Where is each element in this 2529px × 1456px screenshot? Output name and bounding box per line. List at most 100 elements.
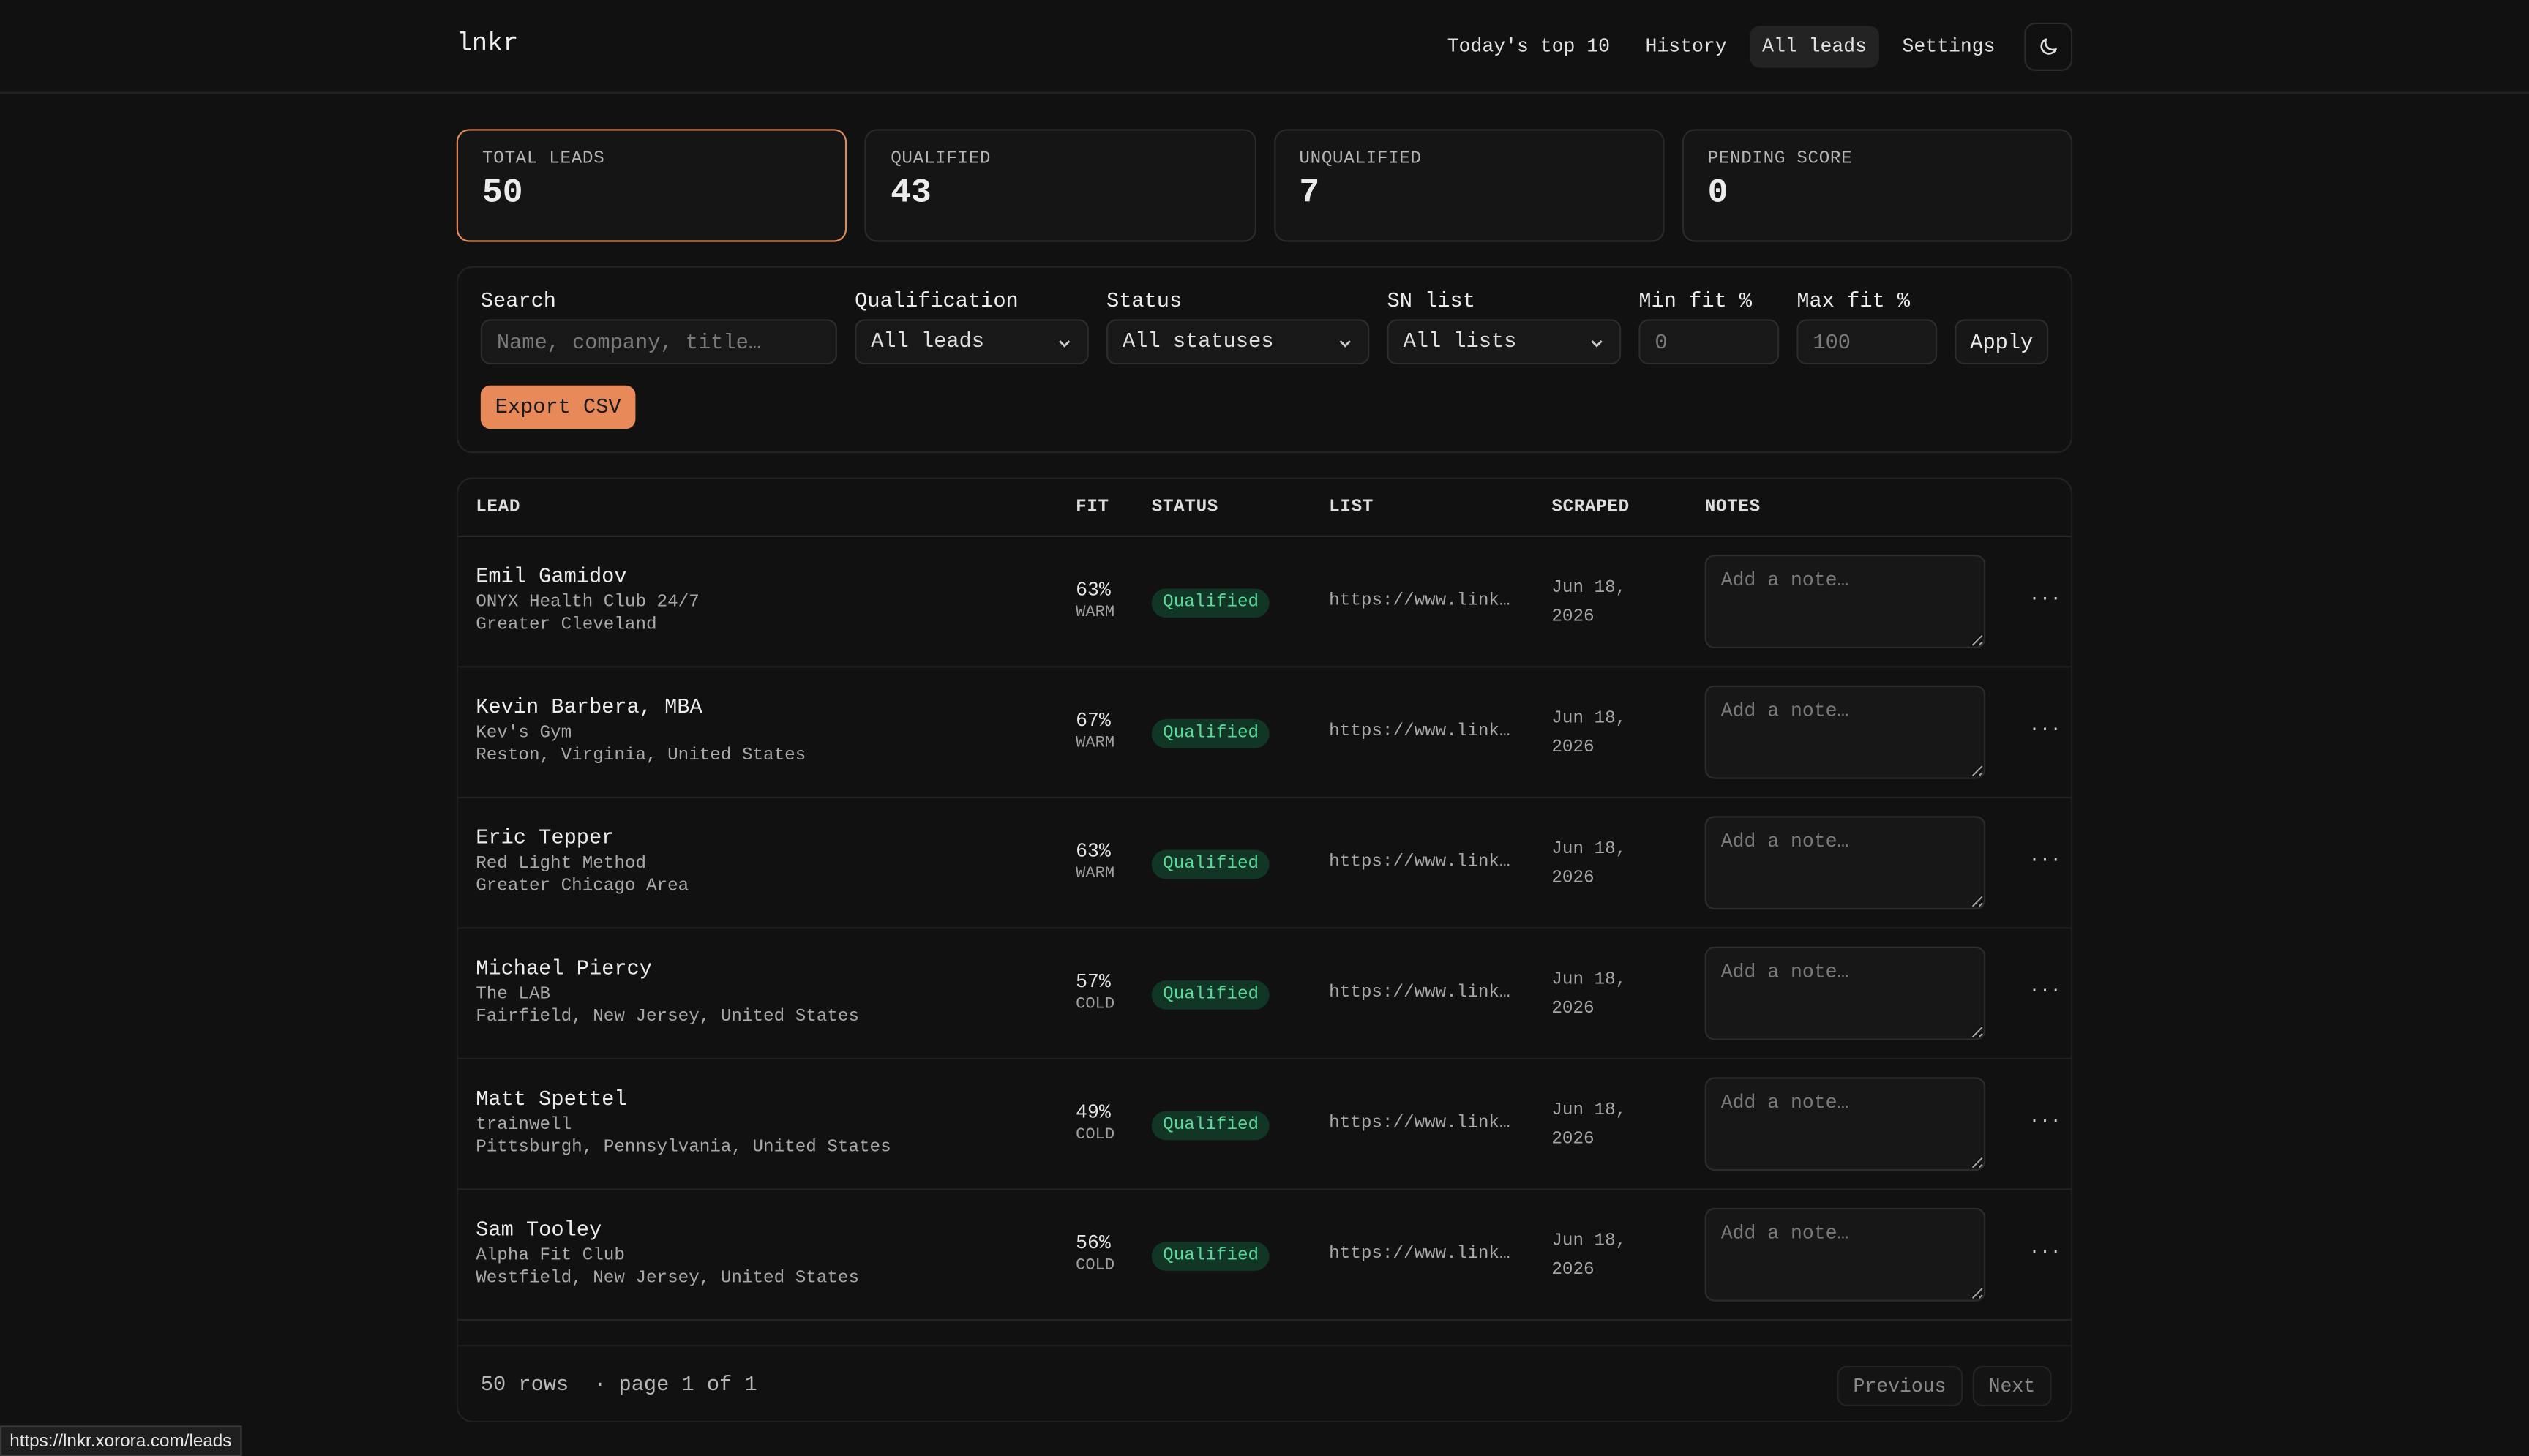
stat-card[interactable]: UNQUALIFIED 7 — [1273, 129, 1665, 242]
table-header: LEAD FIT STATUS LIST SCRAPED NOTES — [457, 479, 2072, 537]
qualification-select[interactable]: All leads — [855, 319, 1089, 365]
lead-location: Reston, Virginia, United States — [476, 746, 806, 766]
moon-icon — [2040, 38, 2057, 55]
stat-card[interactable]: PENDING SCORE 0 — [1682, 129, 2073, 242]
list-link[interactable]: https://www.link… — [1329, 722, 1510, 742]
next-button[interactable]: Next — [1972, 1365, 2052, 1406]
scraped-date: Jun 18, 2026 — [1551, 970, 1627, 1019]
lead-company: Red Light Method — [476, 855, 647, 874]
lead-name[interactable]: Kevin Barbera, MBA — [476, 694, 702, 720]
list-link[interactable]: https://www.link… — [1329, 852, 1510, 873]
lead-row: Eric Tepper Red Light Method Greater Chica… — [457, 798, 2072, 929]
search-input[interactable] — [480, 319, 837, 365]
lead-cell: Eric Tepper Red Light Method Greater Chica… — [476, 825, 689, 896]
note-input[interactable] — [1704, 1077, 1986, 1171]
row-menu[interactable]: ··· — [2028, 1112, 2061, 1133]
fit-cell: 63% WARM — [1076, 840, 1114, 884]
stat-card[interactable]: TOTAL LEADS 50 — [456, 129, 847, 242]
note-input[interactable] — [1704, 685, 1986, 779]
stat-value: 0 — [1707, 176, 1728, 213]
lead-row: Kevin Barbera, MBA Kev's Gym Reston, Virgi… — [457, 667, 2072, 799]
status-badge: Qualified — [1151, 849, 1270, 879]
scraped-date: Jun 18, 2026 — [1551, 1101, 1627, 1150]
lead-company: ONYX Health Club 24/7 — [476, 593, 700, 613]
label: Min fit % — [1638, 288, 1753, 313]
lead-cell: Sam Tooley Alpha Fit Club Westfield, New J… — [476, 1217, 859, 1288]
stat-label: TOTAL LEADS — [482, 149, 605, 170]
scraped-date: Jun 18, 2026 — [1551, 579, 1627, 628]
fit-cell: 67% WARM — [1076, 710, 1114, 754]
scraped-date: Jun 18, 2026 — [1551, 709, 1627, 758]
row-menu[interactable]: ··· — [2028, 721, 2061, 740]
list-link[interactable]: https://www.link… — [1329, 591, 1510, 612]
lead-name[interactable]: Eric Tepper — [476, 825, 615, 850]
note-input[interactable] — [1704, 1207, 1986, 1302]
status-select[interactable]: All statuses — [1106, 319, 1370, 365]
lead-cell: Michael Piercy The LAB Fairfield, New Jers… — [476, 956, 859, 1027]
lead-company: Kev's Gym — [476, 724, 572, 744]
lead-location: Westfield, New Jersey, United States — [476, 1269, 859, 1289]
label: Search — [480, 288, 557, 313]
fit-tier: COLD — [1076, 997, 1115, 1015]
lead-name[interactable]: Emil Gamidov — [476, 564, 627, 589]
nav-link[interactable]: Settings — [1902, 35, 1996, 59]
list-link[interactable]: https://www.link… — [1329, 983, 1510, 1003]
row-count: 50 rows — [480, 1372, 569, 1397]
row-menu[interactable]: ··· — [2028, 1243, 2061, 1263]
export-button[interactable]: Export CSV — [480, 385, 636, 429]
label: Max fit % — [1796, 288, 1911, 313]
table-footer: 50 rows · page 1 of 1 Previous Next — [457, 1345, 2072, 1421]
stat-label: QUALIFIED — [891, 149, 992, 170]
chevron — [1591, 340, 1603, 348]
row-menu[interactable]: ··· — [2028, 982, 2061, 1002]
logo[interactable]: lnkr — [456, 29, 519, 59]
fit-tier: COLD — [1076, 1127, 1115, 1145]
status-badge: Qualified — [1151, 980, 1270, 1010]
lead-name[interactable]: Sam Tooley — [476, 1217, 602, 1242]
status-badge: Qualified — [1151, 588, 1270, 618]
stat-card[interactable]: QUALIFIED 43 — [864, 129, 1256, 242]
row-menu[interactable]: ··· — [2028, 851, 2061, 871]
lead-name[interactable]: Michael Piercy — [476, 956, 652, 981]
column-header: LEAD — [476, 498, 521, 518]
note-input[interactable] — [1704, 555, 1986, 649]
min-fit-input[interactable] — [1638, 319, 1780, 365]
lead-location: Fairfield, New Jersey, United States — [476, 1007, 859, 1028]
column-header: LIST — [1329, 498, 1374, 518]
stat-value: 50 — [482, 176, 523, 213]
list-link[interactable]: https://www.link… — [1329, 1114, 1510, 1134]
fit-score: 63% — [1076, 840, 1111, 863]
label: Qualification — [855, 288, 1019, 313]
nav-link[interactable]: Today's top 10 — [1447, 35, 1611, 59]
row-menu[interactable]: ··· — [2028, 590, 2061, 610]
select-value: All leads — [871, 329, 984, 353]
leads-table: LEAD FIT STATUS LIST SCRAPED NOTES Emil Gamid… — [456, 477, 2073, 1423]
stat-value: 43 — [891, 176, 932, 213]
top-nav: lnkr Today's top 10 History All leads Setti… — [0, 0, 2529, 94]
scraped-date: Jun 18, 2026 — [1551, 840, 1627, 889]
note-input[interactable] — [1704, 946, 1986, 1040]
label: Status — [1106, 288, 1183, 313]
fit-tier: WARM — [1076, 735, 1115, 754]
fit-cell: 63% WARM — [1076, 579, 1114, 623]
nav-link[interactable]: History — [1645, 35, 1727, 59]
chevron — [1339, 340, 1351, 348]
lead-row: Emil Gamidov ONYX Health Club 24/7 Greater… — [457, 537, 2072, 668]
apply-button[interactable]: Apply — [1955, 319, 2049, 365]
filter-panel: Search Qualification All leads Status Al… — [456, 266, 2073, 454]
previous-button[interactable]: Previous — [1837, 1365, 1963, 1406]
note-input[interactable] — [1704, 816, 1986, 910]
theme-toggle[interactable] — [2024, 22, 2073, 71]
max-fit-input[interactable] — [1796, 319, 1938, 365]
lead-name[interactable]: Matt Spettel — [476, 1087, 627, 1111]
list-link[interactable]: https://www.link… — [1329, 1245, 1510, 1265]
lead-company: The LAB — [476, 985, 551, 1005]
lead-row: Matt Spettel trainwell Pittsburgh, Pennsyl… — [457, 1059, 2072, 1190]
nav-link[interactable]: All leads — [1749, 26, 1880, 68]
lead-cell: Emil Gamidov ONYX Health Club 24/7 Greater… — [476, 564, 700, 635]
fit-score: 57% — [1076, 970, 1111, 994]
list-select[interactable]: All lists — [1387, 319, 1622, 365]
column-header: FIT — [1076, 498, 1109, 518]
